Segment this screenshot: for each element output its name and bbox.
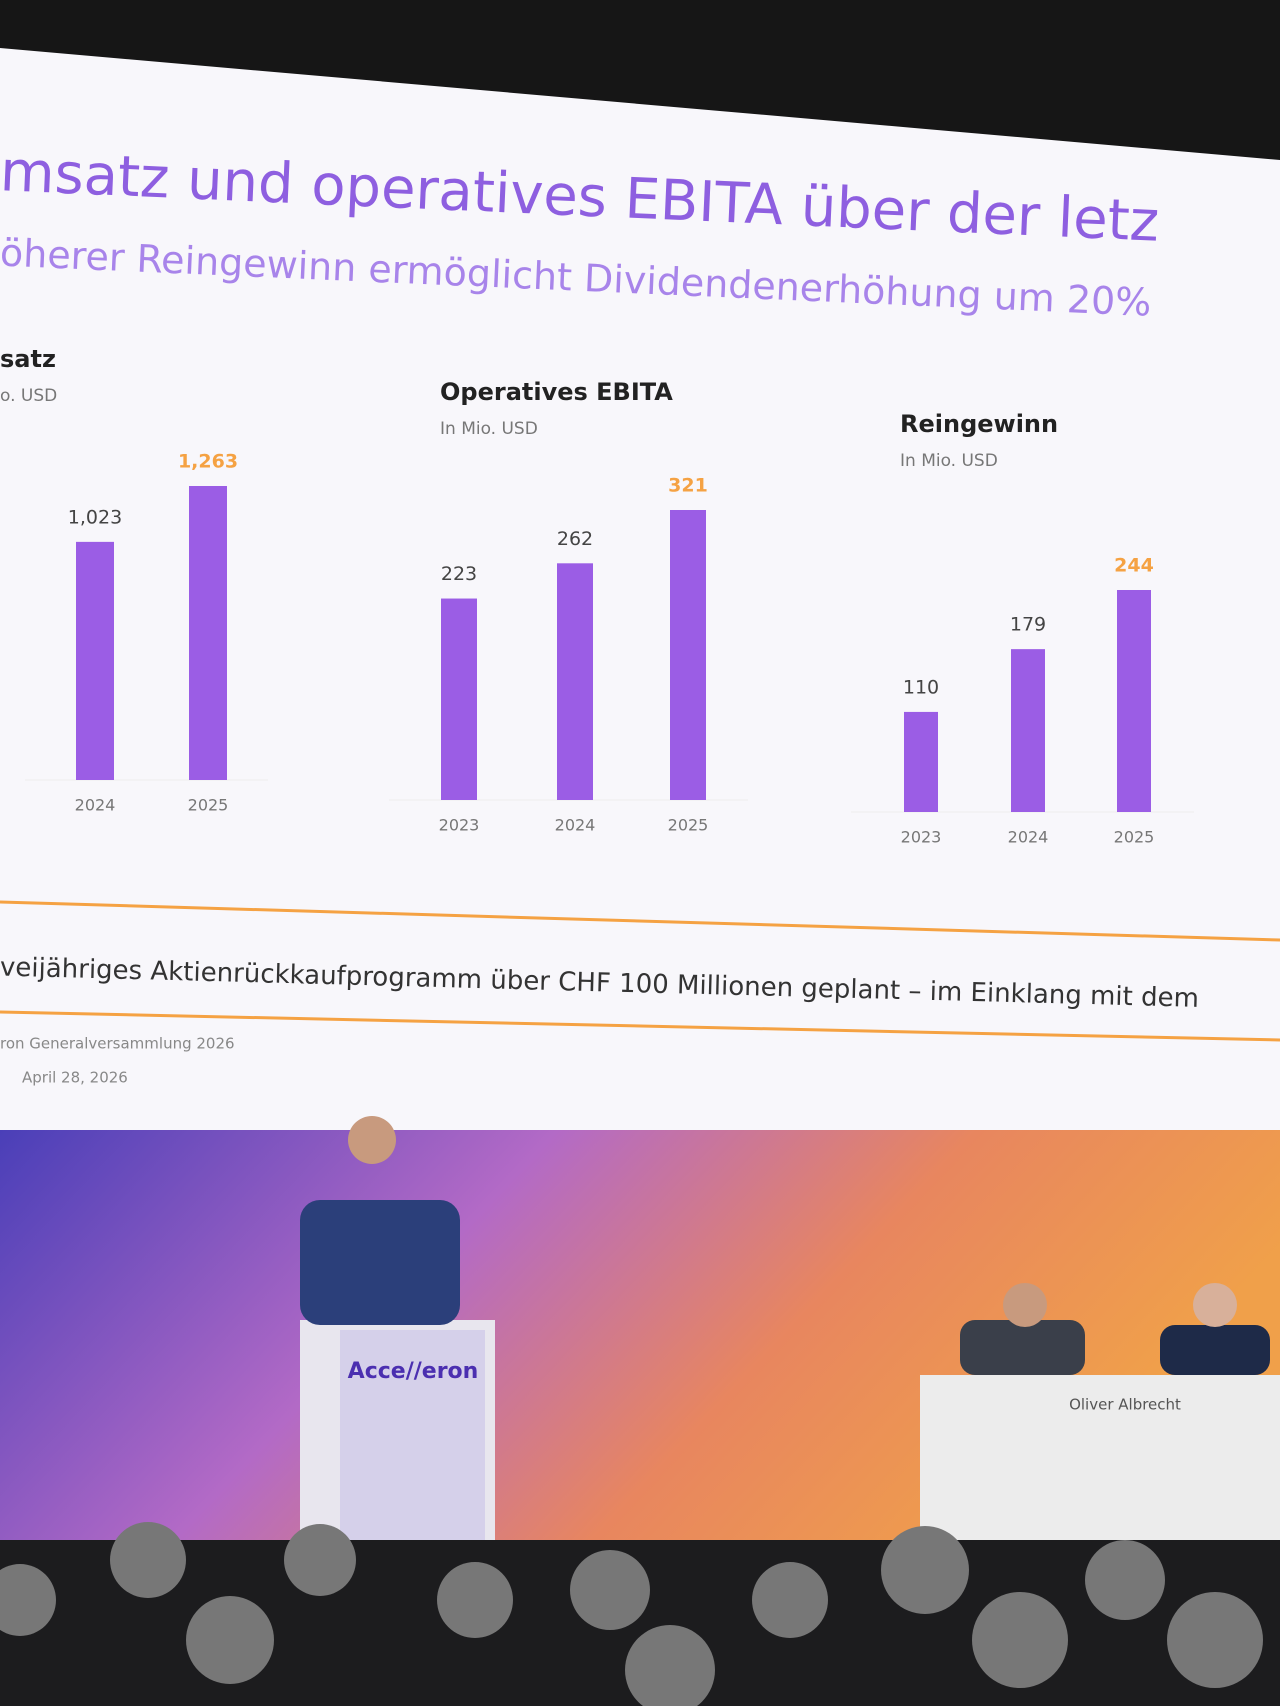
bar bbox=[904, 711, 938, 812]
bar bbox=[1117, 590, 1151, 812]
value-label: 179 bbox=[1010, 614, 1046, 636]
chart-subtitle: In Mio. USD bbox=[900, 451, 998, 471]
nameplate: Oliver Albrecht bbox=[1069, 1396, 1181, 1414]
chart-subtitle: o. USD bbox=[0, 386, 57, 406]
value-label: 110 bbox=[903, 676, 939, 698]
bar bbox=[76, 541, 114, 780]
chart-subtitle: In Mio. USD bbox=[440, 419, 538, 439]
audience-heads bbox=[0, 1522, 1263, 1706]
podium-panel bbox=[340, 1330, 485, 1580]
slide-date: April 28, 2026 bbox=[22, 1069, 128, 1087]
bar bbox=[189, 486, 227, 780]
screen bbox=[0, 48, 1280, 1150]
bar bbox=[441, 598, 477, 800]
x-tick-label: 2024 bbox=[75, 796, 116, 815]
value-label: 262 bbox=[557, 528, 593, 550]
value-label: 1,263 bbox=[178, 451, 238, 473]
podium-logo: Acce//eron bbox=[348, 1359, 479, 1384]
x-tick-label: 2025 bbox=[1114, 828, 1155, 847]
value-label: 244 bbox=[1114, 555, 1154, 577]
chart-title: Operatives EBITA bbox=[440, 378, 673, 406]
chart-title: satz bbox=[0, 345, 56, 373]
speaker-head bbox=[348, 1116, 396, 1164]
value-label: 223 bbox=[441, 563, 477, 585]
bar bbox=[670, 510, 706, 800]
x-tick-label: 2025 bbox=[188, 796, 229, 815]
bar bbox=[1011, 649, 1045, 812]
x-tick-label: 2023 bbox=[439, 816, 480, 835]
panelist bbox=[1160, 1325, 1270, 1375]
value-label: 1,023 bbox=[68, 506, 122, 528]
x-tick-label: 2023 bbox=[901, 828, 942, 847]
slide-footer: ron Generalversammlung 2026 bbox=[0, 1035, 235, 1053]
value-label: 321 bbox=[668, 475, 708, 497]
chart-title: Reingewinn bbox=[900, 410, 1058, 438]
bar bbox=[557, 563, 593, 800]
panelist-head bbox=[1003, 1283, 1047, 1327]
panelist-head bbox=[1193, 1283, 1237, 1327]
speaker bbox=[300, 1200, 460, 1325]
panelist bbox=[960, 1320, 1085, 1375]
divider bbox=[0, 900, 1280, 942]
x-tick-label: 2024 bbox=[555, 816, 596, 835]
x-tick-label: 2025 bbox=[668, 816, 709, 835]
divider bbox=[0, 1010, 1280, 1042]
x-tick-label: 2024 bbox=[1008, 828, 1049, 847]
